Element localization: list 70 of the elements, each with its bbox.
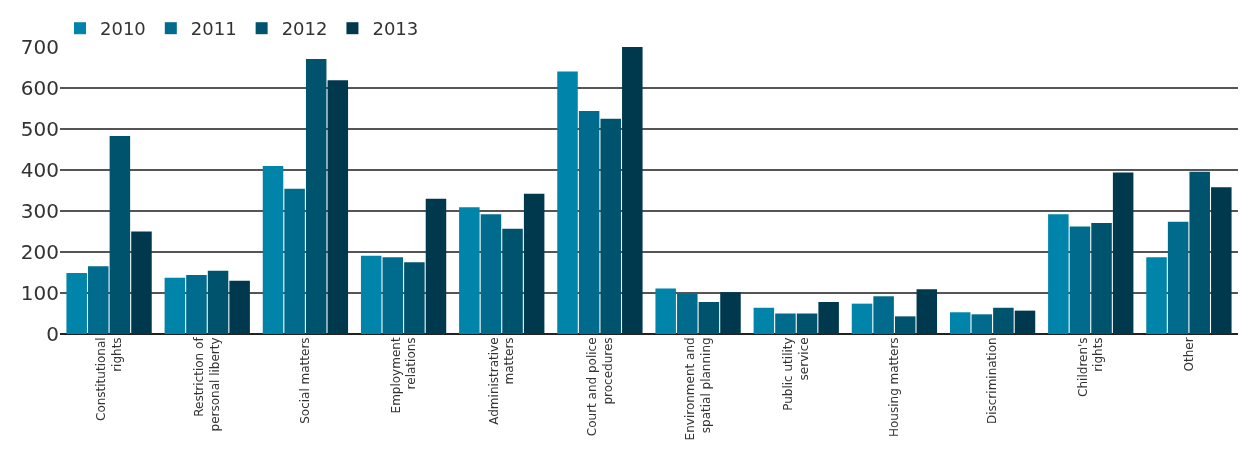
bar: [305, 58, 327, 334]
bar: [1112, 172, 1134, 334]
bar: [1091, 222, 1112, 334]
bar: [360, 255, 382, 334]
bar: [459, 207, 480, 334]
bar: [109, 135, 131, 334]
bar: [698, 302, 720, 334]
bar: [578, 110, 600, 334]
bar: [677, 293, 698, 334]
bar: [425, 198, 447, 334]
bar: [873, 296, 894, 334]
legend-label: 2010: [100, 18, 146, 40]
y-tick-label: 600: [20, 76, 59, 100]
bar: [1189, 171, 1210, 334]
bar: [88, 266, 109, 334]
bar: [382, 257, 404, 334]
x-tick-label: Employment relations: [388, 337, 419, 414]
x-tick-label: Housing matters: [887, 337, 902, 438]
bar: [207, 270, 229, 334]
bar: [1069, 226, 1091, 334]
y-tick-label: 100: [20, 281, 59, 305]
x-tick-label: Children's rights: [1075, 337, 1106, 397]
y-tick-label: 0: [46, 322, 59, 346]
bar: [753, 307, 775, 334]
bar: [557, 71, 578, 334]
legend-label: 2012: [281, 18, 328, 40]
bar: [655, 288, 676, 334]
bar: [502, 228, 523, 334]
bar: [775, 313, 796, 334]
bar: [186, 274, 207, 334]
bar: [131, 231, 152, 334]
bar: [404, 262, 425, 334]
bar: [327, 80, 349, 334]
bar: [796, 313, 818, 334]
bar: [971, 314, 993, 334]
bar: [164, 277, 186, 334]
y-tick-label: 400: [20, 158, 59, 182]
y-tick-label: 200: [20, 240, 59, 264]
bar: [1048, 214, 1069, 334]
bar: [66, 272, 87, 334]
bar: [284, 188, 305, 334]
bar: [1014, 310, 1036, 334]
bar: [600, 118, 621, 334]
bar: [523, 193, 545, 334]
bar: [622, 47, 643, 334]
bar: [720, 292, 741, 334]
legend-label: 2013: [372, 18, 419, 40]
y-tick-label: 700: [20, 35, 59, 59]
bar: [818, 302, 839, 334]
x-tick-label: Constitutional rights: [94, 337, 124, 422]
x-tick-label: Court and police procedures: [585, 337, 615, 437]
bar: [1167, 221, 1189, 334]
x-tick-label: Other: [1181, 337, 1196, 372]
legend-label: 2011: [190, 18, 237, 40]
bar: [851, 303, 873, 334]
bar: [480, 214, 502, 334]
x-tick-label: Administrative matters: [486, 337, 517, 425]
x-tick-label: Social matters: [298, 337, 313, 424]
bar: [916, 289, 938, 334]
bar: [1211, 187, 1232, 334]
bar: [262, 165, 284, 334]
x-tick-label: Discrimination: [985, 337, 1000, 425]
bar: [229, 280, 250, 334]
x-tick-label: Public utility service: [781, 337, 811, 411]
bar: [949, 312, 971, 334]
bar: [1146, 257, 1167, 334]
bar: [993, 307, 1014, 334]
y-tick-label: 300: [20, 199, 59, 223]
bar: [894, 316, 916, 334]
y-tick-label: 500: [20, 117, 59, 141]
